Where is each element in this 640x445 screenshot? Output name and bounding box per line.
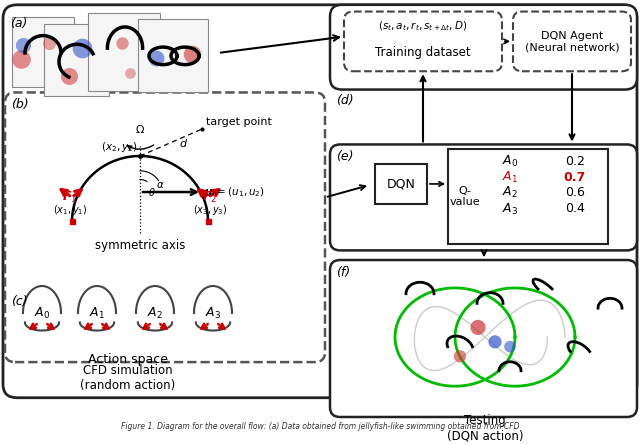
Point (455, 353, 465, 360)
Bar (70, 219, 74, 224)
Text: $A_0$: $A_0$ (502, 154, 518, 170)
Text: Testing
(DQN action): Testing (DQN action) (447, 414, 524, 442)
Text: $(x_3, y_3)$: $(x_3, y_3)$ (193, 202, 227, 217)
Text: 0.4: 0.4 (565, 202, 585, 215)
Bar (88, 13, 160, 90)
Text: $A_2$: $A_2$ (147, 305, 163, 320)
Text: (f): (f) (336, 266, 350, 279)
Text: 0.7: 0.7 (564, 171, 586, 184)
Point (44, 40, 54, 47)
Text: $A_1$: $A_1$ (502, 170, 518, 185)
Text: $\boldsymbol{F}_1$: $\boldsymbol{F}_1$ (62, 190, 77, 205)
Text: (e): (e) (336, 150, 353, 163)
Text: $A_3$: $A_3$ (205, 305, 221, 320)
Bar (448, 149, 608, 244)
Point (125, 69, 135, 77)
Point (117, 40, 127, 47)
Text: Action space: Action space (88, 353, 168, 366)
Text: $(s_t, a_t, r_t, s_{t+\Delta t}, D)$: $(s_t, a_t, r_t, s_{t+\Delta t}, D)$ (378, 19, 468, 33)
Text: $A_2$: $A_2$ (502, 185, 518, 200)
Text: $A_0$: $A_0$ (34, 305, 50, 320)
Point (151, 54, 161, 61)
Text: $\boldsymbol{F}_2$: $\boldsymbol{F}_2$ (202, 190, 218, 205)
Point (18, 42, 28, 49)
Text: $(x_2, y_2)$: $(x_2, y_2)$ (101, 140, 138, 154)
FancyBboxPatch shape (344, 12, 502, 71)
Point (64, 73, 74, 80)
Text: Q-
value: Q- value (450, 186, 480, 207)
Bar (375, 164, 427, 204)
Text: 0.2: 0.2 (565, 155, 585, 168)
FancyBboxPatch shape (513, 12, 631, 71)
Text: (a): (a) (10, 17, 28, 30)
Text: $\Omega$: $\Omega$ (135, 123, 145, 135)
Point (505, 343, 515, 350)
Text: (d): (d) (336, 94, 354, 107)
FancyBboxPatch shape (330, 260, 637, 417)
Text: Training dataset: Training dataset (375, 45, 471, 58)
Text: $A_1$: $A_1$ (89, 305, 105, 320)
FancyBboxPatch shape (330, 5, 637, 89)
Bar (205, 219, 211, 224)
Point (473, 324, 483, 331)
Bar (12, 17, 74, 87)
FancyBboxPatch shape (330, 145, 637, 251)
Text: DQN: DQN (387, 178, 415, 190)
Point (187, 50, 197, 57)
Point (16, 55, 26, 62)
Text: $A_3$: $A_3$ (502, 202, 518, 217)
Text: target point: target point (206, 117, 272, 127)
FancyBboxPatch shape (3, 5, 637, 398)
Text: Figure 1. Diagram for the overall flow: (a) Data obtained from jellyfish-like sw: Figure 1. Diagram for the overall flow: … (121, 422, 519, 431)
Text: DQN Agent
(Neural network): DQN Agent (Neural network) (525, 31, 620, 52)
Text: $\theta$: $\theta$ (148, 186, 156, 198)
Text: 0.6: 0.6 (565, 186, 585, 199)
Text: CFD simulation
(random action): CFD simulation (random action) (81, 364, 175, 392)
Text: $d$: $d$ (179, 137, 188, 149)
Point (490, 338, 500, 345)
Bar (44, 24, 109, 96)
Text: (c): (c) (11, 295, 28, 307)
Point (77, 44, 87, 52)
Text: symmetric axis: symmetric axis (95, 239, 185, 252)
Text: $\alpha$: $\alpha$ (156, 181, 164, 190)
Bar (138, 19, 208, 93)
Text: (b): (b) (11, 98, 29, 111)
Text: $(x_1, y_1)$: $(x_1, y_1)$ (52, 202, 87, 217)
Text: $\boldsymbol{u}_r = (u_1, u_2)$: $\boldsymbol{u}_r = (u_1, u_2)$ (204, 185, 265, 199)
